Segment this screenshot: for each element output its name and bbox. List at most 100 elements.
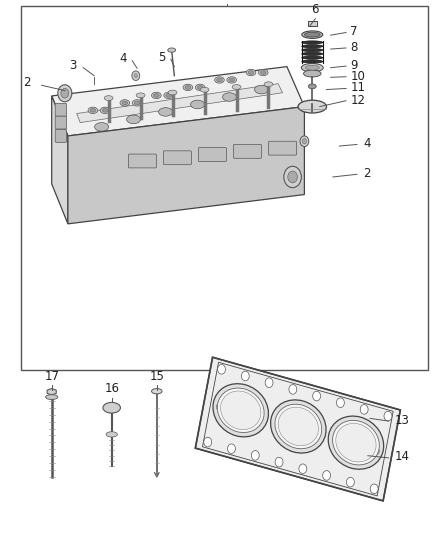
Circle shape [284,166,301,188]
Circle shape [275,457,283,467]
Circle shape [300,136,309,147]
Ellipse shape [127,115,141,124]
Text: 16: 16 [104,383,119,395]
Ellipse shape [168,90,177,95]
Ellipse shape [213,384,268,437]
FancyBboxPatch shape [55,116,67,129]
Text: 11: 11 [350,82,365,94]
Ellipse shape [271,400,326,453]
Ellipse shape [254,85,268,94]
Text: 9: 9 [350,59,358,72]
Circle shape [336,398,344,408]
Text: 13: 13 [394,414,409,426]
Ellipse shape [278,407,318,446]
Circle shape [265,378,273,387]
Circle shape [241,371,249,381]
Circle shape [302,139,307,144]
FancyBboxPatch shape [128,154,156,168]
Text: 3: 3 [69,59,77,71]
Ellipse shape [95,123,109,131]
Ellipse shape [302,49,323,52]
Text: 14: 14 [394,450,409,463]
Ellipse shape [302,41,323,44]
Ellipse shape [136,93,145,98]
Ellipse shape [298,100,326,113]
Ellipse shape [332,421,379,465]
Ellipse shape [302,52,323,55]
Ellipse shape [200,87,209,92]
Circle shape [216,403,222,410]
Circle shape [299,464,307,473]
Polygon shape [68,107,304,224]
FancyBboxPatch shape [198,148,226,161]
Ellipse shape [305,65,319,70]
Ellipse shape [166,94,172,98]
FancyBboxPatch shape [233,144,261,158]
Circle shape [61,88,69,98]
Circle shape [311,430,316,437]
Ellipse shape [120,100,130,106]
Ellipse shape [197,86,203,90]
Ellipse shape [302,56,323,59]
Circle shape [134,74,138,78]
Text: 7: 7 [350,26,358,38]
FancyBboxPatch shape [55,130,67,142]
Text: 4: 4 [364,138,371,150]
Ellipse shape [159,108,173,116]
Text: 10: 10 [350,70,365,83]
Ellipse shape [103,402,120,413]
Circle shape [289,385,297,394]
Text: 15: 15 [149,370,164,383]
Circle shape [251,450,259,460]
Circle shape [323,471,331,480]
Circle shape [132,71,140,80]
Ellipse shape [302,60,323,63]
Bar [21,6,428,370]
Ellipse shape [248,70,254,74]
Ellipse shape [227,77,237,83]
Ellipse shape [304,32,320,37]
Polygon shape [195,357,400,501]
Ellipse shape [336,423,376,462]
Text: 8: 8 [350,41,358,54]
Text: 1: 1 [223,0,231,2]
Circle shape [360,405,368,414]
Ellipse shape [215,77,224,83]
Ellipse shape [104,95,113,100]
FancyBboxPatch shape [268,141,297,155]
Circle shape [279,422,285,428]
Circle shape [228,444,236,454]
Ellipse shape [185,86,191,90]
Text: 5: 5 [158,51,166,63]
Ellipse shape [264,82,273,86]
Ellipse shape [301,63,323,72]
Ellipse shape [102,108,108,112]
Ellipse shape [90,108,95,112]
Circle shape [313,391,321,401]
FancyBboxPatch shape [163,151,191,165]
Ellipse shape [88,107,98,114]
Ellipse shape [328,416,384,469]
Ellipse shape [246,69,256,76]
Ellipse shape [221,391,261,430]
Text: 17: 17 [44,370,59,383]
Circle shape [204,437,212,447]
Ellipse shape [195,84,205,91]
Ellipse shape [232,85,241,90]
Polygon shape [77,84,283,123]
Ellipse shape [106,432,117,437]
Polygon shape [52,67,304,136]
Circle shape [218,365,226,374]
Circle shape [248,413,253,419]
Text: 2: 2 [364,167,371,180]
Ellipse shape [304,70,321,77]
Ellipse shape [164,92,173,99]
Ellipse shape [260,70,266,74]
Polygon shape [47,389,56,395]
Ellipse shape [229,78,235,82]
Ellipse shape [46,394,58,400]
Ellipse shape [191,100,205,109]
Ellipse shape [223,93,237,101]
Text: 6: 6 [311,3,319,16]
Polygon shape [52,96,68,224]
